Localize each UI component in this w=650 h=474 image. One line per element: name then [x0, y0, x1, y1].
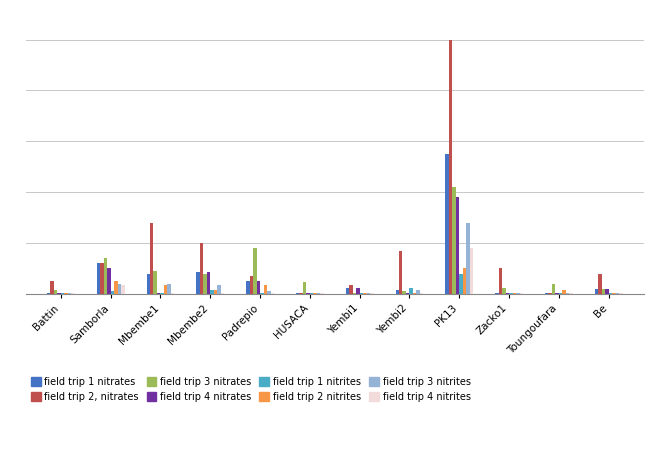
Bar — [456, 197, 460, 294]
Bar — [608, 292, 612, 294]
Bar — [417, 290, 420, 294]
Bar — [502, 288, 506, 294]
Bar — [370, 293, 374, 294]
Bar — [598, 273, 602, 294]
Bar — [346, 288, 349, 294]
Bar — [150, 223, 153, 294]
Bar — [214, 290, 217, 294]
Bar — [359, 292, 363, 294]
Bar — [296, 293, 300, 294]
Bar — [207, 272, 210, 294]
Bar — [157, 292, 161, 294]
Bar — [217, 285, 221, 294]
Bar — [310, 293, 313, 294]
Bar — [363, 293, 367, 294]
Bar — [111, 292, 114, 294]
Bar — [555, 292, 559, 294]
Bar — [146, 273, 150, 294]
Bar — [506, 292, 509, 294]
Bar — [519, 292, 523, 294]
Bar — [460, 273, 463, 294]
Bar — [420, 293, 423, 294]
Bar — [54, 290, 57, 294]
Bar — [466, 223, 470, 294]
Bar — [569, 292, 573, 294]
Bar — [300, 292, 303, 294]
Bar — [545, 292, 549, 294]
Bar — [509, 292, 513, 294]
Bar — [406, 292, 410, 294]
Bar — [470, 248, 473, 294]
Bar — [196, 272, 200, 294]
Bar — [513, 292, 516, 294]
Bar — [612, 292, 616, 294]
Bar — [171, 292, 174, 294]
Bar — [153, 271, 157, 294]
Bar — [313, 292, 317, 294]
Bar — [253, 248, 257, 294]
Bar — [164, 285, 168, 294]
Bar — [57, 292, 61, 294]
Bar — [210, 290, 214, 294]
Bar — [552, 284, 555, 294]
Bar — [250, 276, 253, 294]
Bar — [395, 290, 399, 294]
Bar — [47, 292, 51, 294]
Bar — [499, 268, 502, 294]
Bar — [114, 281, 118, 294]
Bar — [51, 281, 54, 294]
Bar — [602, 289, 605, 294]
Bar — [356, 288, 359, 294]
Bar — [161, 292, 164, 294]
Bar — [402, 292, 406, 294]
Bar — [64, 292, 68, 294]
Bar — [68, 292, 72, 294]
Bar — [445, 154, 448, 294]
Bar — [263, 285, 267, 294]
Bar — [559, 292, 562, 294]
Bar — [616, 292, 619, 294]
Bar — [168, 284, 171, 294]
Bar — [104, 258, 107, 294]
Bar — [562, 290, 566, 294]
Bar — [317, 293, 320, 294]
Bar — [367, 293, 370, 294]
Bar — [463, 268, 466, 294]
Bar — [121, 285, 125, 294]
Bar — [306, 293, 310, 294]
Bar — [605, 289, 608, 294]
Bar — [320, 293, 324, 294]
Bar — [107, 268, 110, 294]
Bar — [353, 292, 356, 294]
Bar — [257, 281, 260, 294]
Bar — [549, 292, 552, 294]
Bar — [452, 187, 456, 294]
Bar — [61, 292, 64, 294]
Bar — [619, 292, 623, 294]
Legend: field trip 1 nitrates, field trip 2, nitrates, field trip 3 nitrates, field trip: field trip 1 nitrates, field trip 2, nit… — [31, 377, 471, 402]
Bar — [270, 292, 274, 294]
Bar — [495, 292, 499, 294]
Bar — [200, 243, 203, 294]
Bar — [448, 40, 452, 294]
Bar — [72, 293, 75, 294]
Bar — [267, 292, 270, 294]
Bar — [399, 251, 402, 294]
Bar — [410, 288, 413, 294]
Bar — [100, 264, 104, 294]
Bar — [246, 281, 250, 294]
Bar — [303, 283, 306, 294]
Bar — [413, 292, 417, 294]
Bar — [516, 292, 519, 294]
Bar — [595, 289, 598, 294]
Bar — [260, 292, 263, 294]
Bar — [566, 292, 569, 294]
Bar — [221, 292, 224, 294]
Bar — [118, 284, 121, 294]
Bar — [203, 273, 207, 294]
Bar — [349, 285, 353, 294]
Bar — [97, 264, 100, 294]
